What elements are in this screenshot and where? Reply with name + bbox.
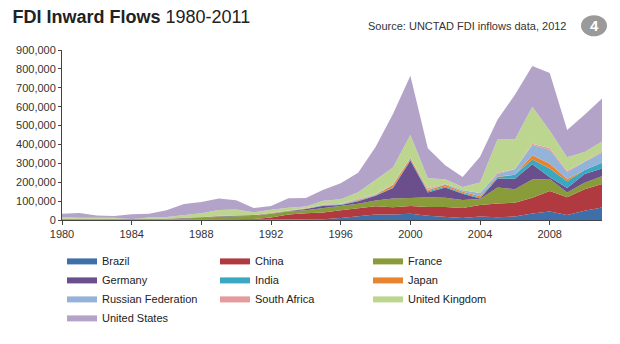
svg-text:1992: 1992 (259, 228, 283, 240)
svg-text:4: 4 (590, 17, 599, 34)
svg-text:1984: 1984 (119, 228, 143, 240)
svg-text:2008: 2008 (537, 228, 561, 240)
svg-text:Source: UNCTAD FDI inflows dat: Source: UNCTAD FDI inflows data, 2012 (368, 20, 566, 32)
svg-text:900,000: 900,000 (16, 44, 56, 56)
svg-text:India: India (255, 274, 280, 286)
svg-text:600,000: 600,000 (16, 101, 56, 113)
svg-text:300,000: 300,000 (16, 157, 56, 169)
svg-text:2004: 2004 (468, 228, 492, 240)
svg-text:Russian Federation: Russian Federation (102, 293, 197, 305)
svg-text:200,000: 200,000 (16, 176, 56, 188)
svg-text:Japan: Japan (408, 274, 438, 286)
svg-text:Germany: Germany (102, 274, 148, 286)
svg-text:400,000: 400,000 (16, 138, 56, 150)
svg-text:100,000: 100,000 (16, 195, 56, 207)
svg-text:South Africa: South Africa (255, 293, 315, 305)
svg-text:1980: 1980 (50, 228, 74, 240)
svg-text:United Kingdom: United Kingdom (408, 293, 486, 305)
svg-text:China: China (255, 255, 285, 267)
svg-text:United States: United States (102, 312, 169, 324)
svg-text:2000: 2000 (398, 228, 422, 240)
svg-text:500,000: 500,000 (16, 119, 56, 131)
svg-text:FDI Inward Flows 1980-2011: FDI Inward Flows 1980-2011 (12, 7, 250, 27)
svg-text:1996: 1996 (328, 228, 352, 240)
svg-text:800,000: 800,000 (16, 63, 56, 75)
svg-text:1988: 1988 (189, 228, 213, 240)
svg-text:Brazil: Brazil (102, 255, 130, 267)
svg-text:0: 0 (50, 214, 56, 226)
svg-text:700,000: 700,000 (16, 82, 56, 94)
svg-text:France: France (408, 255, 442, 267)
